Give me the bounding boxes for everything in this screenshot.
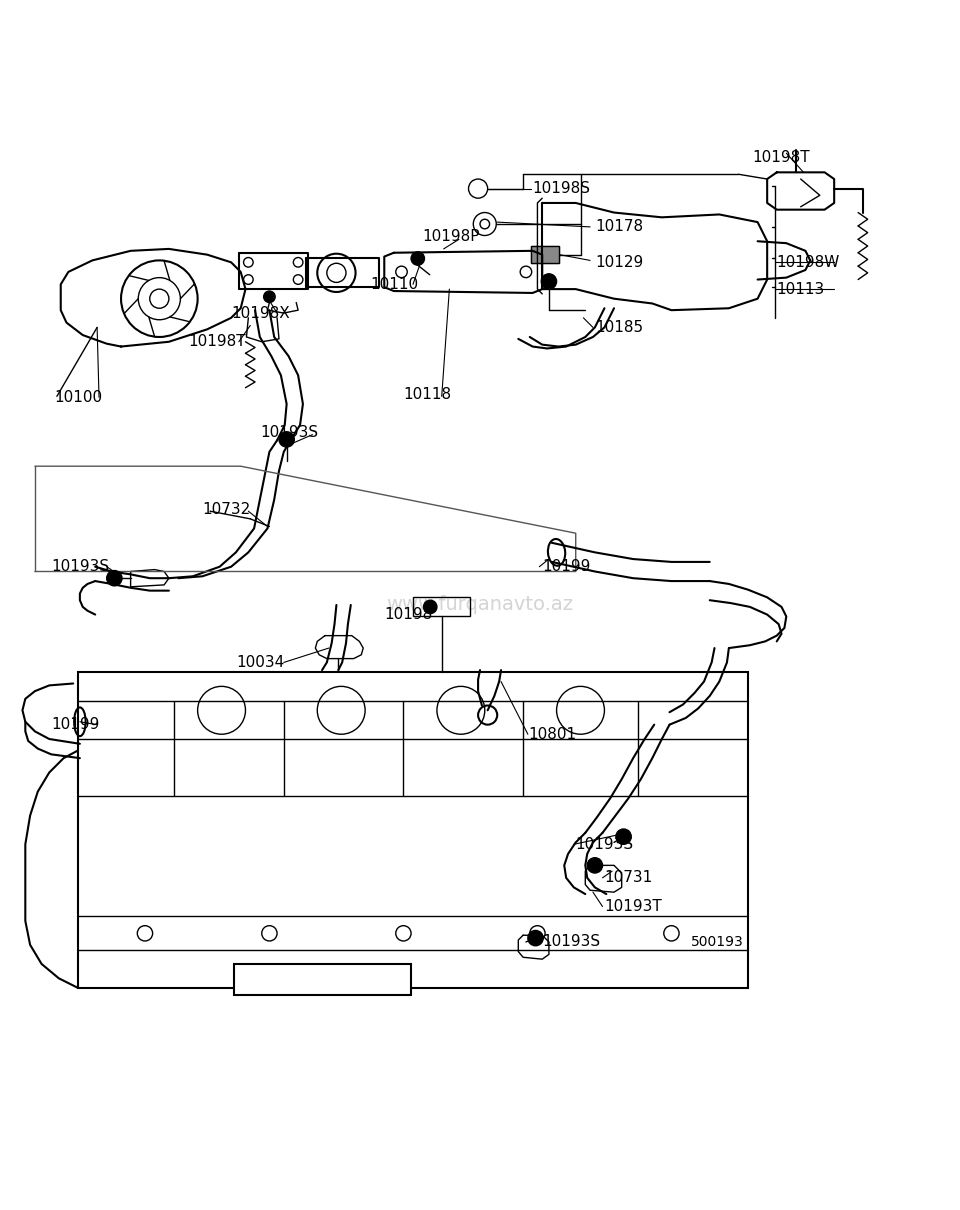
Text: (REF. 11-120): (REF. 11-120) xyxy=(246,975,348,991)
Text: 10185: 10185 xyxy=(595,319,643,335)
Text: 10801: 10801 xyxy=(528,727,576,742)
Circle shape xyxy=(264,292,276,302)
FancyBboxPatch shape xyxy=(234,964,411,995)
Circle shape xyxy=(107,571,122,586)
Text: 10034: 10034 xyxy=(236,655,284,670)
Circle shape xyxy=(528,930,543,946)
Text: 10199: 10199 xyxy=(51,718,100,732)
Text: 10198S: 10198S xyxy=(533,182,590,196)
Circle shape xyxy=(279,432,295,446)
Text: 10113: 10113 xyxy=(777,282,825,296)
Polygon shape xyxy=(531,246,560,264)
Text: 10198P: 10198P xyxy=(422,229,480,244)
Circle shape xyxy=(541,273,557,289)
Text: 10129: 10129 xyxy=(595,255,643,270)
Circle shape xyxy=(588,858,603,874)
Text: 10110: 10110 xyxy=(370,277,418,292)
Text: 10199: 10199 xyxy=(542,559,590,575)
Text: 10193S: 10193S xyxy=(576,837,634,852)
Text: 10100: 10100 xyxy=(54,390,102,405)
Text: 10178: 10178 xyxy=(595,219,643,235)
Circle shape xyxy=(411,252,424,265)
Text: 10198X: 10198X xyxy=(231,306,290,321)
Text: 10193S: 10193S xyxy=(51,559,109,575)
Text: 10193T: 10193T xyxy=(605,899,662,914)
Circle shape xyxy=(616,829,632,845)
Text: www.furqanavto.az: www.furqanavto.az xyxy=(387,595,573,615)
Bar xyxy=(78,672,748,987)
Circle shape xyxy=(423,600,437,613)
Text: 10732: 10732 xyxy=(203,502,251,517)
Text: 10193S: 10193S xyxy=(260,425,318,440)
Text: 10731: 10731 xyxy=(605,870,653,886)
Text: 500193: 500193 xyxy=(690,935,743,949)
Text: 10198T: 10198T xyxy=(753,150,810,165)
Bar xyxy=(413,598,470,616)
Text: 10118: 10118 xyxy=(403,387,451,402)
Bar xyxy=(531,246,560,264)
Text: 10198T: 10198T xyxy=(188,334,246,350)
Text: 10193S: 10193S xyxy=(542,934,600,950)
Text: 10198W: 10198W xyxy=(777,255,840,270)
Text: 10198: 10198 xyxy=(384,607,433,622)
